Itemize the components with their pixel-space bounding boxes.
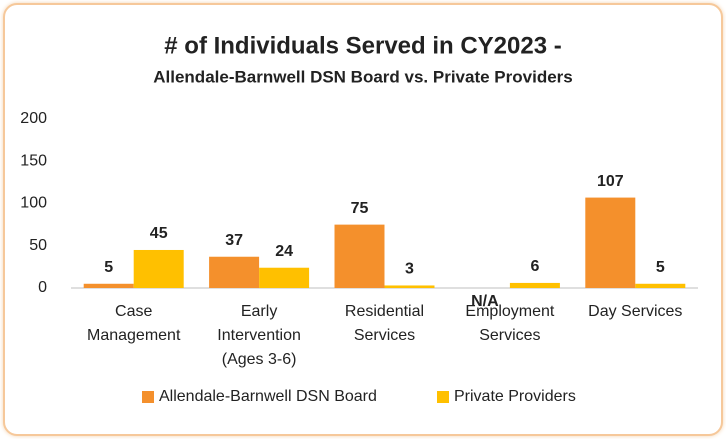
- data-label: 5: [104, 259, 113, 276]
- data-label: 24: [275, 243, 293, 260]
- y-tick-label: 100: [20, 195, 47, 212]
- x-tick-label: Residential Services: [344, 303, 425, 344]
- legend-swatch: [142, 391, 154, 403]
- bar: [133, 249, 184, 288]
- chart: # of Individuals Served in CY2023 - Alle…: [20, 32, 698, 405]
- data-label: 107: [597, 173, 624, 190]
- bar: [334, 224, 385, 288]
- x-tick-label: Employment Services: [465, 303, 555, 344]
- bar: [635, 283, 686, 288]
- bar: [585, 197, 636, 288]
- data-label: 6: [530, 258, 539, 275]
- legend-label: Private Providers: [454, 388, 576, 405]
- bar: [384, 285, 435, 288]
- data-label: 5: [656, 259, 665, 276]
- y-tick-label: 50: [29, 237, 47, 254]
- bar: [83, 283, 134, 288]
- legend-swatch: [437, 391, 449, 403]
- x-tick-label: Early Intervention (Ages 3-6): [217, 303, 301, 368]
- data-label: 37: [225, 232, 243, 249]
- chart-frame: # of Individuals Served in CY2023 - Alle…: [3, 3, 723, 436]
- bar: [509, 282, 560, 288]
- bar: [209, 256, 260, 288]
- chart-subtitle: Allendale-Barnwell DSN Board vs. Private…: [153, 67, 572, 86]
- y-tick-label: 150: [20, 152, 47, 169]
- data-label: 75: [351, 200, 369, 217]
- data-label: 3: [405, 261, 414, 278]
- y-tick-label: 0: [38, 279, 47, 296]
- bar: [259, 267, 310, 288]
- y-tick-label: 200: [20, 110, 47, 127]
- data-label: 45: [150, 225, 168, 242]
- x-tick-label: Case Management: [87, 303, 181, 344]
- legend-label: Allendale-Barnwell DSN Board: [159, 388, 377, 405]
- chart-title: # of Individuals Served in CY2023 -: [164, 32, 561, 59]
- x-tick-label: Day Services: [588, 303, 683, 320]
- data-label: N/A: [471, 293, 499, 310]
